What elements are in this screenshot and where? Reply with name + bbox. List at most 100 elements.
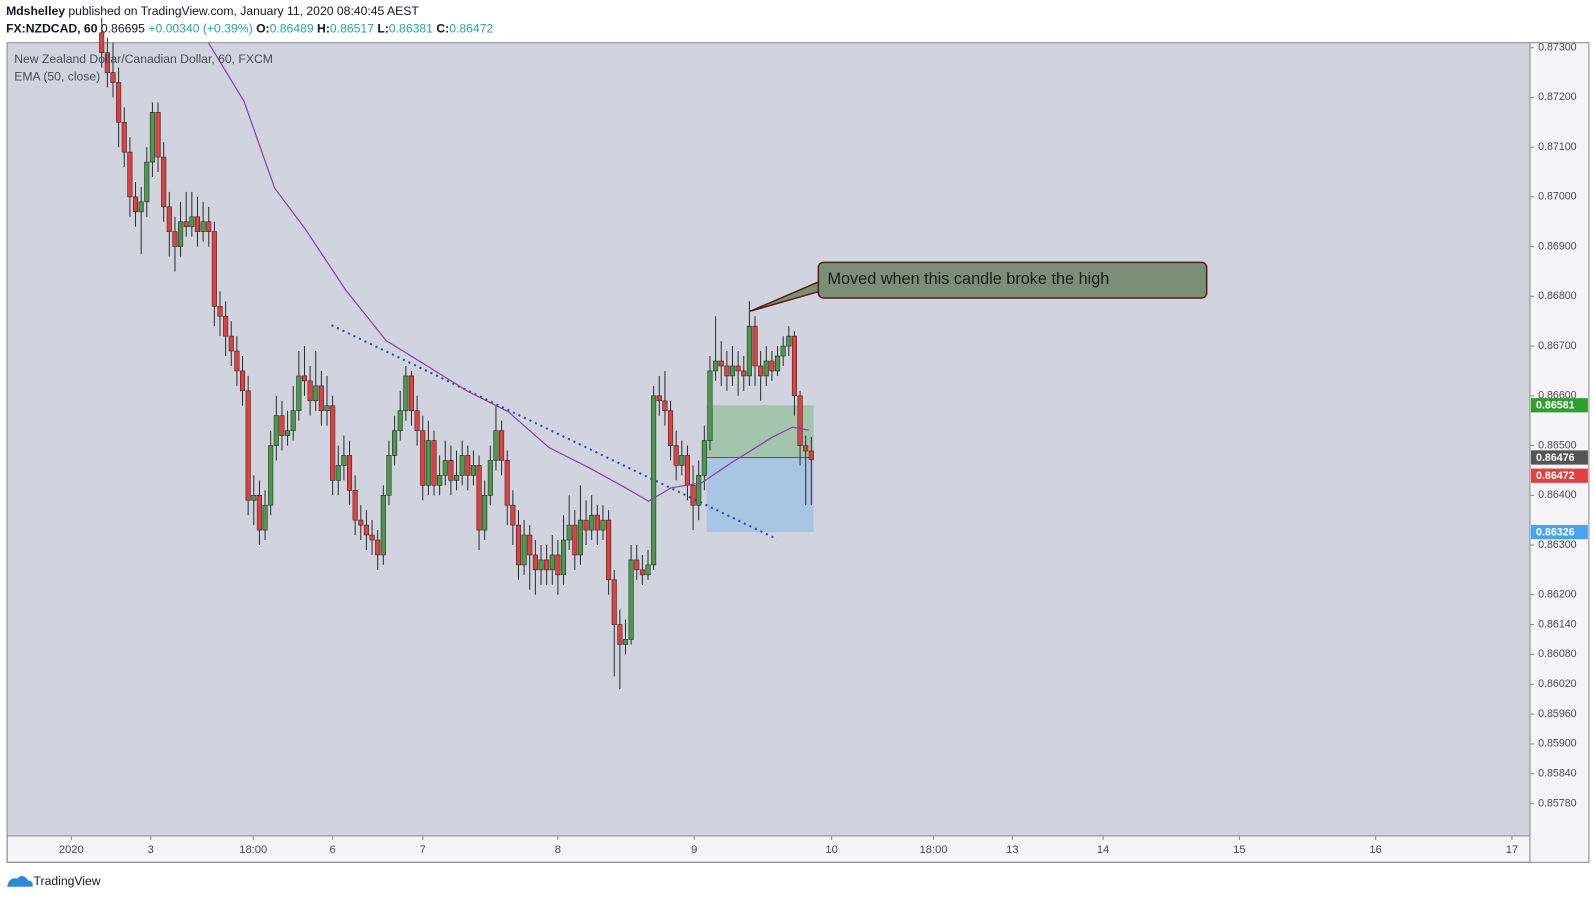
candle-body [149,112,155,163]
brand-logo [7,876,33,887]
candle-body [707,370,713,441]
stop-zone [706,457,814,533]
candle-body [594,514,600,531]
x-tick-label: 10 [825,844,837,856]
candle-body [448,460,454,481]
candle-body [408,375,415,412]
candle-body [318,385,324,412]
candle-body [555,554,561,576]
candle-body [121,121,127,153]
target-label: 0.86581 [1536,400,1575,412]
candle-body [476,465,482,531]
y-tick-label: 0.86140 [1538,618,1577,630]
candle-body [104,52,110,73]
candle-body [330,405,336,481]
candle-body [566,524,572,541]
candle-body [194,216,201,232]
candle-body [639,569,645,576]
x-tick-label: 13 [1006,844,1018,856]
candle-body [279,415,285,436]
candle-body [200,221,206,232]
candle-body [161,156,167,208]
change: +0.00340 (+0.39%) [148,22,252,36]
author: Mdshelley [6,4,65,18]
candle-body [239,370,246,392]
candle-body [99,32,105,53]
candle-body [324,405,330,412]
candle-body [617,624,623,645]
candle-body [752,325,758,367]
candle-body [544,559,550,571]
candle-body [662,400,668,412]
candle-body [780,345,786,357]
candle-body [510,504,516,526]
candle-body [228,335,234,352]
candle-body [437,475,443,486]
candle-body [285,430,291,436]
candle-body [656,395,662,402]
candle-body [155,112,161,158]
y-tick-label: 0.86020 [1538,678,1577,690]
y-tick-label: 0.86700 [1538,340,1577,352]
y-tick-label: 0.85780 [1538,797,1577,809]
candle-body [521,534,527,566]
y-tick-label: 0.86080 [1538,648,1577,660]
candle-body [729,365,736,377]
candle-body [515,524,522,566]
candle-body [763,360,769,377]
y-tick-label: 0.86500 [1538,439,1577,451]
candle-body [696,475,702,506]
y-tick-label: 0.86900 [1538,240,1577,252]
y-tick-label: 0.85840 [1538,768,1577,780]
stop-label: 0.86326 [1536,526,1575,538]
candle-body [690,485,696,506]
candle-body [572,524,578,556]
candle-body [290,410,296,431]
target-zone [706,405,814,458]
candle-body [668,410,674,446]
candle-body [504,460,510,506]
candle-body [808,450,814,460]
candle-body [313,385,319,402]
header-line-2: FX:NZDCAD, 60 0.86695 +0.00340 (+0.39%) … [6,22,493,36]
chart-title: New Zealand Dollar/Canadian Dollar, 60, … [14,52,273,66]
ohlc-value: 0.86472 [449,22,493,36]
candle-body [786,335,792,347]
candle-body [116,82,122,123]
candle-body [651,395,657,566]
candle-body [431,440,437,486]
candle-body [713,360,719,372]
stop-label-bg [1530,524,1588,540]
y-tick-label: 0.87200 [1538,91,1577,103]
candle-body [166,206,172,232]
candle-body [296,375,302,412]
candle-body [206,221,212,232]
candle-body [465,455,471,476]
candle-body [482,494,488,531]
candle-body [352,489,358,521]
candle-body [769,360,775,372]
candle-body [307,380,313,402]
entry-label-bg [1530,450,1588,465]
candle-body [549,554,555,571]
target-label-bg [1530,398,1588,413]
candle-body [791,335,797,397]
candle-body [335,465,341,481]
ema-line [207,42,809,502]
last-price-label: 0.86472 [1536,470,1575,482]
candle-body [741,370,747,377]
candle-body [803,445,809,452]
candle-body [701,440,707,476]
candle-body [217,305,223,317]
y-tick-label: 0.86300 [1538,539,1577,551]
candle-body [560,539,567,576]
ohlc-label: L: [377,22,389,36]
candle-body [527,534,533,556]
callout-text: Moved when this candle broke the high [827,270,1109,288]
ohlc-label: O: [256,22,270,36]
candle-body [487,460,493,496]
candle-body [420,430,426,486]
y-tick-label: 0.87000 [1538,191,1577,203]
candle-body [600,519,606,531]
